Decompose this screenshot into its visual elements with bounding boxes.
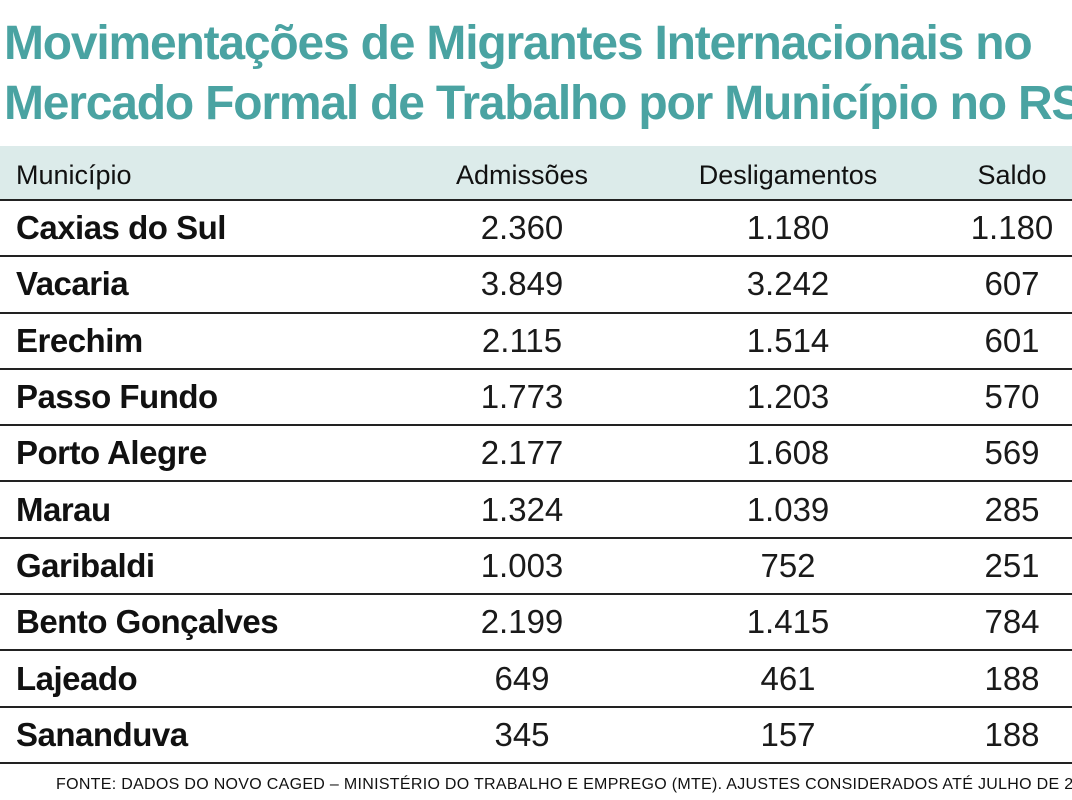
cell-saldo: 570 xyxy=(952,368,1072,427)
column-header-municipio: Município xyxy=(0,146,420,201)
cell-saldo: 1.180 xyxy=(952,200,1072,258)
column-header-admissoes: Admissões xyxy=(420,146,624,201)
cell-municipio: Marau xyxy=(0,481,420,539)
page-title-line-2: Mercado Formal de Trabalho por Município… xyxy=(4,77,1072,130)
cell-municipio: Bento Gonçalves xyxy=(0,594,420,652)
cell-admissoes: 2.199 xyxy=(420,594,624,652)
cell-municipio: Sananduva xyxy=(0,706,420,764)
cell-desligamentos: 1.039 xyxy=(624,481,952,539)
cell-municipio: Porto Alegre xyxy=(0,425,420,483)
cell-municipio: Passo Fundo xyxy=(0,368,420,427)
cell-desligamentos: 1.608 xyxy=(624,425,952,483)
cell-municipio: Erechim xyxy=(0,312,420,370)
cell-desligamentos: 157 xyxy=(624,706,952,764)
table-row: Vacaria 3.849 3.242 607 xyxy=(0,256,1072,314)
cell-saldo: 607 xyxy=(952,256,1072,314)
cell-desligamentos: 1.514 xyxy=(624,312,952,370)
cell-admissoes: 345 xyxy=(420,706,624,764)
page-title: Movimentações de Migrantes Internacionai… xyxy=(4,14,1072,134)
cell-admissoes: 1.324 xyxy=(420,481,624,539)
cell-admissoes: 2.177 xyxy=(420,425,624,483)
table-row: Marau 1.324 1.039 285 xyxy=(0,481,1072,539)
table-row: Bento Gonçalves 2.199 1.415 784 xyxy=(0,594,1072,652)
cell-municipio: Garibaldi xyxy=(0,537,420,596)
column-header-desligamentos: Desligamentos xyxy=(624,146,952,201)
table-header-row: Município Admissões Desligamentos Saldo xyxy=(0,146,1072,201)
cell-saldo: 251 xyxy=(952,537,1072,596)
cell-desligamentos: 752 xyxy=(624,537,952,596)
cell-saldo: 784 xyxy=(952,594,1072,652)
source-note: FONTE: DADOS DO NOVO CAGED – MINISTÉRIO … xyxy=(56,776,1072,793)
cell-desligamentos: 1.203 xyxy=(624,368,952,427)
migrants-table: Município Admissões Desligamentos Saldo … xyxy=(0,146,1072,764)
page-title-line-1: Movimentações de Migrantes Internacionai… xyxy=(4,17,1033,70)
cell-municipio: Lajeado xyxy=(0,650,420,708)
table-row: Porto Alegre 2.177 1.608 569 xyxy=(0,425,1072,483)
cell-saldo: 285 xyxy=(952,481,1072,539)
cell-desligamentos: 461 xyxy=(624,650,952,708)
cell-admissoes: 2.115 xyxy=(420,312,624,370)
cell-admissoes: 2.360 xyxy=(420,200,624,258)
cell-desligamentos: 1.180 xyxy=(624,200,952,258)
table-row: Erechim 2.115 1.514 601 xyxy=(0,312,1072,370)
column-header-saldo: Saldo xyxy=(952,146,1072,201)
cell-desligamentos: 1.415 xyxy=(624,594,952,652)
cell-admissoes: 3.849 xyxy=(420,256,624,314)
table-row: Caxias do Sul 2.360 1.180 1.180 xyxy=(0,200,1072,258)
cell-saldo: 569 xyxy=(952,425,1072,483)
cell-saldo: 601 xyxy=(952,312,1072,370)
cell-saldo: 188 xyxy=(952,650,1072,708)
cell-saldo: 188 xyxy=(952,706,1072,764)
table-row: Sananduva 345 157 188 xyxy=(0,706,1072,764)
cell-admissoes: 649 xyxy=(420,650,624,708)
cell-municipio: Caxias do Sul xyxy=(0,200,420,258)
table-row: Garibaldi 1.003 752 251 xyxy=(0,537,1072,596)
table-row: Passo Fundo 1.773 1.203 570 xyxy=(0,368,1072,427)
table-row: Lajeado 649 461 188 xyxy=(0,650,1072,708)
cell-admissoes: 1.773 xyxy=(420,368,624,427)
cell-desligamentos: 3.242 xyxy=(624,256,952,314)
cell-municipio: Vacaria xyxy=(0,256,420,314)
cell-admissoes: 1.003 xyxy=(420,537,624,596)
